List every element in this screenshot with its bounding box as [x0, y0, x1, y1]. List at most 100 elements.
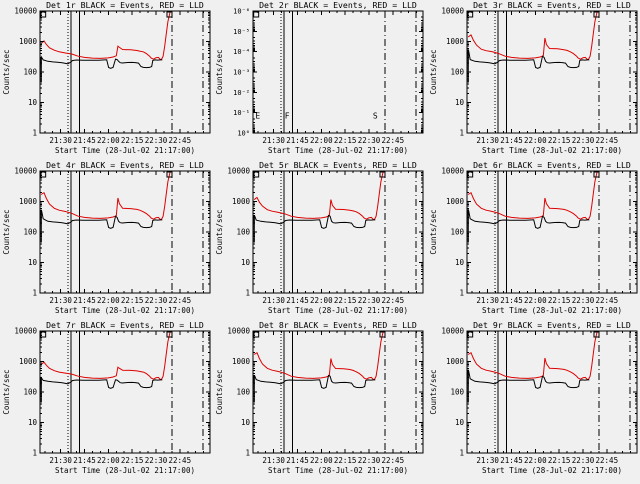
x-tick-label: 21:30 — [49, 456, 72, 465]
y-tick-label: 100 — [450, 228, 464, 237]
y-tick-label: 1000 — [232, 197, 251, 206]
x-tick-label: 22:15 — [548, 136, 571, 145]
plot-canvas-det-1r: 21:30 21:45 22:00 22:15 22:30 22:45 1 10 100 1000… — [2, 0, 211, 155]
letter-marker-E: E — [255, 111, 260, 120]
y-tick-label: 1 — [245, 449, 250, 458]
y-tick-label: 10000 — [14, 7, 37, 16]
x-tick-label: 22:45 — [382, 136, 405, 145]
axis-frame — [252, 330, 424, 454]
square-marker — [379, 331, 386, 338]
axis-frame — [252, 10, 424, 134]
axis-frame — [39, 10, 211, 134]
x-tick-label: 21:30 — [476, 456, 499, 465]
y-tick-label: 10⁻³ — [233, 69, 250, 77]
lld-series — [40, 171, 174, 220]
events-series — [40, 209, 163, 243]
y-tick-label: 1 — [245, 289, 250, 298]
x-tick-label: 22:00 — [524, 456, 547, 465]
y-tick-label: 10⁻¹ — [233, 109, 250, 117]
x-tick-label: 22:00 — [524, 296, 547, 305]
y-tick-label: 10 — [241, 418, 251, 427]
y-tick-label: 10 — [455, 258, 465, 267]
axis-frame — [466, 330, 638, 454]
x-tick-label: 22:45 — [382, 296, 405, 305]
subplot-det-5r: 21:30 21:45 22:00 22:15 22:30 22:45 1 10 100 1000… — [213, 160, 427, 320]
x-tick-label: 22:30 — [358, 456, 381, 465]
x-tick-label: 22:30 — [358, 136, 381, 145]
axis-frame — [39, 170, 211, 294]
y-axis-label: Counts/sec — [2, 369, 11, 414]
x-tick-label: 21:30 — [49, 296, 72, 305]
y-axis-label: Counts/sec — [429, 209, 438, 254]
y-tick-label: 1000 — [446, 37, 465, 46]
plot-title: Det 5r BLACK = Events, RED = LLD — [259, 160, 417, 170]
plot-canvas-det-3r: 21:30 21:45 22:00 22:15 22:30 22:45 1 10 100 1000… — [429, 0, 638, 155]
events-series — [467, 49, 590, 83]
subplot-det-9r: 21:30 21:45 22:00 22:15 22:30 22:45 1 10 100 1000… — [427, 320, 640, 480]
x-tick-label: 22:45 — [169, 296, 192, 305]
plot-canvas-det-7r: 21:30 21:45 22:00 22:15 22:30 22:45 1 10 100 1000… — [2, 320, 211, 475]
x-tick-label: 22:30 — [572, 136, 595, 145]
y-tick-label: 1 — [459, 129, 464, 138]
plot-canvas-det-9r: 21:30 21:45 22:00 22:15 22:30 22:45 1 10 100 1000… — [429, 320, 638, 475]
x-tick-label: 22:15 — [334, 136, 357, 145]
lld-series — [40, 331, 174, 380]
y-tick-label: 1000 — [19, 197, 38, 206]
y-axis-label: Counts/sec — [215, 369, 224, 414]
x-tick-label: 22:15 — [121, 456, 144, 465]
x-tick-label: 22:00 — [310, 136, 333, 145]
x-tick-label: 22:45 — [596, 136, 619, 145]
y-tick-label: 10 — [241, 258, 251, 267]
x-axis-label: Start Time (28-Jul-02 21:17:00) — [55, 466, 195, 475]
y-tick-label: 100 — [23, 228, 37, 237]
y-tick-label: 10000 — [441, 167, 464, 176]
y-axis-label: Counts/sec — [215, 49, 224, 94]
plot-canvas-det-2r: 21:30 21:45 22:00 22:15 22:30 22:45 10⁻⁶ 10⁻⁵ 10… — [215, 0, 424, 155]
x-tick-label: 21:45 — [73, 296, 96, 305]
x-tick-label: 22:00 — [310, 456, 333, 465]
plot-title: Det 3r BLACK = Events, RED = LLD — [473, 0, 631, 10]
plot-title: Det 1r BLACK = Events, RED = LLD — [46, 0, 204, 10]
square-marker — [379, 171, 386, 178]
x-tick-label: 21:30 — [476, 296, 499, 305]
x-axis-label: Start Time (28-Jul-02 21:17:00) — [268, 146, 408, 155]
subplot-det-1r: 21:30 21:45 22:00 22:15 22:30 22:45 1 10 100 1000… — [0, 0, 213, 160]
square-marker — [166, 331, 173, 338]
y-tick-label: 10 — [28, 258, 38, 267]
subplot-det-8r: 21:30 21:45 22:00 22:15 22:30 22:45 1 10 100 1000… — [213, 320, 427, 480]
plot-canvas-det-5r: 21:30 21:45 22:00 22:15 22:30 22:45 1 10 100 1000… — [215, 160, 424, 315]
x-tick-label: 22:45 — [596, 296, 619, 305]
x-axis-label: Start Time (28-Jul-02 21:17:00) — [268, 306, 408, 315]
y-tick-label: 1000 — [19, 357, 38, 366]
y-tick-label: 1 — [32, 289, 37, 298]
plot-canvas-det-8r: 21:30 21:45 22:00 22:15 22:30 22:45 1 10 100 1000… — [215, 320, 424, 475]
x-tick-label: 22:45 — [382, 456, 405, 465]
plot-title: Det 9r BLACK = Events, RED = LLD — [473, 320, 631, 330]
y-tick-label: 100 — [23, 388, 37, 397]
x-tick-label: 22:00 — [310, 296, 333, 305]
letter-marker-S: S — [373, 111, 378, 120]
y-tick-label: 100 — [236, 228, 250, 237]
square-marker — [593, 331, 600, 338]
y-axis-label: Counts/sec — [429, 369, 438, 414]
y-tick-label: 100 — [236, 388, 250, 397]
y-tick-label: 10 — [455, 418, 465, 427]
plot-title: Det 7r BLACK = Events, RED = LLD — [46, 320, 204, 330]
lld-series — [467, 331, 601, 380]
x-tick-label: 22:30 — [145, 456, 168, 465]
x-tick-label: 21:30 — [49, 136, 72, 145]
square-marker — [253, 171, 260, 178]
events-series — [467, 209, 590, 243]
x-tick-label: 22:15 — [334, 296, 357, 305]
y-tick-label: 10 — [28, 418, 38, 427]
y-tick-label: 1 — [32, 449, 37, 458]
plot-title: Det 4r BLACK = Events, RED = LLD — [46, 160, 204, 170]
events-series — [467, 369, 590, 403]
y-tick-label: 10000 — [227, 327, 250, 336]
square-marker — [593, 171, 600, 178]
x-tick-label: 22:45 — [596, 456, 619, 465]
x-tick-label: 22:45 — [169, 136, 192, 145]
square-marker — [593, 11, 600, 18]
y-tick-label: 10000 — [441, 7, 464, 16]
plot-title: Det 2r BLACK = Events, RED = LLD — [259, 0, 417, 10]
